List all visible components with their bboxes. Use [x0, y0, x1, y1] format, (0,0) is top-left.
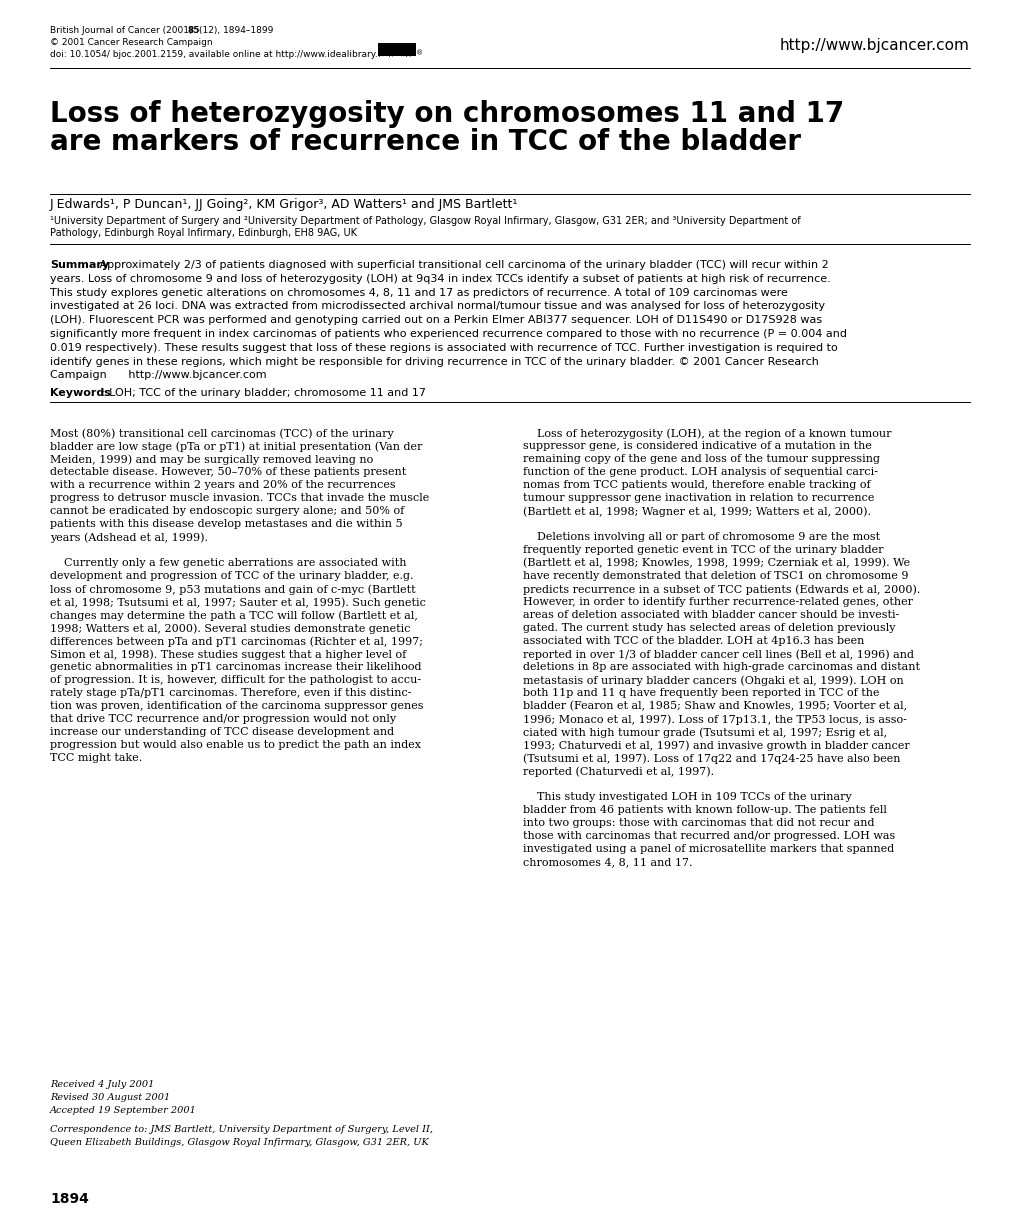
Text: (Tsutsumi et al, 1997). Loss of 17q22 and 17q24-25 have also been: (Tsutsumi et al, 1997). Loss of 17q22 an… — [523, 753, 900, 764]
Text: (12), 1894–1899: (12), 1894–1899 — [199, 26, 273, 35]
Text: ciated with high tumour grade (Tsutsumi et al, 1997; Esrig et al,: ciated with high tumour grade (Tsutsumi … — [523, 727, 887, 738]
Text: Correspondence to: JMS Bartlett, University Department of Surgery, Level II,: Correspondence to: JMS Bartlett, Univers… — [50, 1125, 433, 1135]
Text: tion was proven, identification of the carcinoma suppressor genes: tion was proven, identification of the c… — [50, 702, 423, 711]
Text: 1894: 1894 — [50, 1192, 89, 1207]
Text: associated with TCC of the bladder. LOH at 4p16.3 has been: associated with TCC of the bladder. LOH … — [523, 636, 863, 647]
Text: doi: 10.1054/ bjoc.2001.2159, available online at http://www.idealibrary.com on: doi: 10.1054/ bjoc.2001.2159, available … — [50, 50, 411, 59]
Text: Keywords: Keywords — [50, 388, 111, 398]
Text: cannot be eradicated by endoscopic surgery alone; and 50% of: cannot be eradicated by endoscopic surge… — [50, 506, 404, 516]
Text: Loss of heterozygosity on chromosomes 11 and 17: Loss of heterozygosity on chromosomes 11… — [50, 100, 844, 128]
Text: Pathology, Edinburgh Royal Infirmary, Edinburgh, EH8 9AG, UK: Pathology, Edinburgh Royal Infirmary, Ed… — [50, 228, 357, 238]
Text: (LOH). Fluorescent PCR was performed and genotyping carried out on a Perkin Elme: (LOH). Fluorescent PCR was performed and… — [50, 315, 821, 326]
Text: development and progression of TCC of the urinary bladder, e.g.: development and progression of TCC of th… — [50, 571, 413, 581]
Text: (Bartlett et al, 1998; Wagner et al, 1999; Watters et al, 2000).: (Bartlett et al, 1998; Wagner et al, 199… — [523, 506, 870, 516]
Text: bladder (Fearon et al, 1985; Shaw and Knowles, 1995; Voorter et al,: bladder (Fearon et al, 1985; Shaw and Kn… — [523, 702, 906, 711]
Text: Loss of heterozygosity (LOH), at the region of a known tumour: Loss of heterozygosity (LOH), at the reg… — [523, 428, 891, 438]
Text: investigated using a panel of microsatellite markers that spanned: investigated using a panel of microsatel… — [523, 844, 894, 854]
Text: differences between pTa and pT1 carcinomas (Richter et al, 1997;: differences between pTa and pT1 carcinom… — [50, 636, 423, 647]
Text: with a recurrence within 2 years and 20% of the recurrences: with a recurrence within 2 years and 20%… — [50, 479, 395, 490]
Text: tumour suppressor gene inactivation in relation to recurrence: tumour suppressor gene inactivation in r… — [523, 493, 873, 503]
Text: bladder from 46 patients with known follow-up. The patients fell: bladder from 46 patients with known foll… — [523, 805, 886, 815]
Text: into two groups: those with carcinomas that did not recur and: into two groups: those with carcinomas t… — [523, 817, 873, 828]
Text: ¹University Department of Surgery and ²University Department of Pathology, Glasg: ¹University Department of Surgery and ²U… — [50, 216, 800, 226]
Text: function of the gene product. LOH analysis of sequential carci-: function of the gene product. LOH analys… — [523, 467, 877, 477]
Text: metastasis of urinary bladder cancers (Ohgaki et al, 1999). LOH on: metastasis of urinary bladder cancers (O… — [523, 675, 903, 686]
Text: of progression. It is, however, difficult for the pathologist to accu-: of progression. It is, however, difficul… — [50, 675, 421, 684]
Text: Deletions involving all or part of chromosome 9 are the most: Deletions involving all or part of chrom… — [523, 532, 879, 542]
Text: However, in order to identify further recurrence-related genes, other: However, in order to identify further re… — [523, 597, 912, 608]
Text: are markers of recurrence in TCC of the bladder: are markers of recurrence in TCC of the … — [50, 128, 800, 156]
Text: et al, 1998; Tsutsumi et al, 1997; Sauter et al, 1995). Such genetic: et al, 1998; Tsutsumi et al, 1997; Saute… — [50, 597, 426, 608]
Text: Approximately 2/3 of patients diagnosed with superficial transitional cell carci: Approximately 2/3 of patients diagnosed … — [96, 260, 828, 270]
Text: have recently demonstrated that deletion of TSC1 on chromosome 9: have recently demonstrated that deletion… — [523, 571, 908, 581]
Text: chromosomes 4, 8, 11 and 17.: chromosomes 4, 8, 11 and 17. — [523, 856, 692, 867]
Text: identify genes in these regions, which might be responsible for driving recurren: identify genes in these regions, which m… — [50, 356, 818, 366]
Text: Queen Elizabeth Buildings, Glasgow Royal Infirmary, Glasgow, G31 2ER, UK: Queen Elizabeth Buildings, Glasgow Royal… — [50, 1138, 428, 1147]
Text: years. Loss of chromosome 9 and loss of heterozygosity (LOH) at 9q34 in index TC: years. Loss of chromosome 9 and loss of … — [50, 273, 829, 284]
Text: Accepted 19 September 2001: Accepted 19 September 2001 — [50, 1107, 197, 1115]
Text: Simon et al, 1998). These studies suggest that a higher level of: Simon et al, 1998). These studies sugges… — [50, 649, 406, 660]
Text: frequently reported genetic event in TCC of the urinary bladder: frequently reported genetic event in TCC… — [523, 545, 882, 555]
Text: those with carcinomas that recurred and/or progressed. LOH was: those with carcinomas that recurred and/… — [523, 831, 895, 841]
Text: J Edwards¹, P Duncan¹, JJ Going², KM Grigor³, AD Watters¹ and JMS Bartlett¹: J Edwards¹, P Duncan¹, JJ Going², KM Gri… — [50, 198, 518, 211]
Text: patients with this disease develop metastases and die within 5: patients with this disease develop metas… — [50, 518, 403, 529]
Text: Campaign    http://www.bjcancer.com: Campaign http://www.bjcancer.com — [50, 371, 266, 381]
Text: reported in over 1/3 of bladder cancer cell lines (Bell et al, 1996) and: reported in over 1/3 of bladder cancer c… — [523, 649, 913, 660]
Text: © 2001 Cancer Research Campaign: © 2001 Cancer Research Campaign — [50, 38, 212, 48]
Text: nomas from TCC patients would, therefore enable tracking of: nomas from TCC patients would, therefore… — [523, 479, 870, 490]
Text: This study explores genetic alterations on chromosomes 4, 8, 11 and 17 as predic: This study explores genetic alterations … — [50, 288, 787, 298]
Text: years (Adshead et al, 1999).: years (Adshead et al, 1999). — [50, 532, 208, 543]
Text: genetic abnormalities in pT1 carcinomas increase their likelihood: genetic abnormalities in pT1 carcinomas … — [50, 662, 421, 672]
Text: ®: ® — [416, 50, 423, 56]
Text: : LOH; TCC of the urinary bladder; chromosome 11 and 17: : LOH; TCC of the urinary bladder; chrom… — [102, 388, 426, 398]
Text: remaining copy of the gene and loss of the tumour suppressing: remaining copy of the gene and loss of t… — [523, 454, 879, 464]
Text: that drive TCC recurrence and/or progression would not only: that drive TCC recurrence and/or progres… — [50, 714, 395, 723]
Text: Currently only a few genetic aberrations are associated with: Currently only a few genetic aberrations… — [50, 558, 407, 569]
Text: 0.019 respectively). These results suggest that loss of these regions is associa: 0.019 respectively). These results sugge… — [50, 343, 837, 353]
Text: progression but would also enable us to predict the path an index: progression but would also enable us to … — [50, 741, 421, 750]
Text: Most (80%) transitional cell carcinomas (TCC) of the urinary: Most (80%) transitional cell carcinomas … — [50, 428, 393, 438]
Text: Revised 30 August 2001: Revised 30 August 2001 — [50, 1093, 170, 1102]
Text: detectable disease. However, 50–70% of these patients present: detectable disease. However, 50–70% of t… — [50, 467, 406, 477]
Text: progress to detrusor muscle invasion. TCCs that invade the muscle: progress to detrusor muscle invasion. TC… — [50, 493, 429, 503]
Text: significantly more frequent in index carcinomas of patients who experienced recu: significantly more frequent in index car… — [50, 329, 846, 339]
Text: reported (Chaturvedi et al, 1997).: reported (Chaturvedi et al, 1997). — [523, 766, 713, 777]
Text: (Bartlett et al, 1998; Knowles, 1998, 1999; Czerniak et al, 1999). We: (Bartlett et al, 1998; Knowles, 1998, 19… — [523, 558, 909, 569]
Text: 85: 85 — [187, 26, 201, 35]
Text: predicts recurrence in a subset of TCC patients (Edwards et al, 2000).: predicts recurrence in a subset of TCC p… — [523, 584, 919, 594]
Text: bladder are low stage (pTa or pT1) at initial presentation (Van der: bladder are low stage (pTa or pT1) at in… — [50, 440, 422, 451]
Text: increase our understanding of TCC disease development and: increase our understanding of TCC diseas… — [50, 727, 393, 737]
FancyBboxPatch shape — [378, 43, 416, 56]
Text: Received 4 July 2001: Received 4 July 2001 — [50, 1080, 154, 1089]
Text: investigated at 26 loci. DNA was extracted from microdissected archival normal/t: investigated at 26 loci. DNA was extract… — [50, 301, 824, 311]
Text: 1998; Watters et al, 2000). Several studies demonstrate genetic: 1998; Watters et al, 2000). Several stud… — [50, 623, 410, 633]
Text: Summary: Summary — [50, 260, 109, 270]
Text: deletions in 8p are associated with high-grade carcinomas and distant: deletions in 8p are associated with high… — [523, 662, 919, 672]
Text: both 11p and 11 q have frequently been reported in TCC of the: both 11p and 11 q have frequently been r… — [523, 688, 878, 698]
Text: 1993; Chaturvedi et al, 1997) and invasive growth in bladder cancer: 1993; Chaturvedi et al, 1997) and invasi… — [523, 741, 909, 750]
Text: changes may determine the path a TCC will follow (Bartlett et al,: changes may determine the path a TCC wil… — [50, 610, 418, 621]
Text: loss of chromosome 9, p53 mutations and gain of c-myc (Bartlett: loss of chromosome 9, p53 mutations and … — [50, 584, 415, 594]
Text: TCC might take.: TCC might take. — [50, 753, 142, 762]
Text: IDEAL: IDEAL — [379, 56, 413, 66]
Text: This study investigated LOH in 109 TCCs of the urinary: This study investigated LOH in 109 TCCs … — [523, 792, 851, 802]
Text: Meiden, 1999) and may be surgically removed leaving no: Meiden, 1999) and may be surgically remo… — [50, 454, 373, 465]
Text: British Journal of Cancer (2001): British Journal of Cancer (2001) — [50, 26, 196, 35]
Text: suppressor gene, is considered indicative of a mutation in the: suppressor gene, is considered indicativ… — [523, 440, 871, 451]
Text: 1996; Monaco et al, 1997). Loss of 17p13.1, the TP53 locus, is asso-: 1996; Monaco et al, 1997). Loss of 17p13… — [523, 714, 906, 725]
Text: gated. The current study has selected areas of deletion previously: gated. The current study has selected ar… — [523, 623, 895, 633]
Text: rately stage pTa/pT1 carcinomas. Therefore, even if this distinc-: rately stage pTa/pT1 carcinomas. Therefo… — [50, 688, 411, 698]
Text: areas of deletion associated with bladder cancer should be investi-: areas of deletion associated with bladde… — [523, 610, 899, 620]
Text: http://www.bjcancer.com: http://www.bjcancer.com — [780, 38, 969, 52]
